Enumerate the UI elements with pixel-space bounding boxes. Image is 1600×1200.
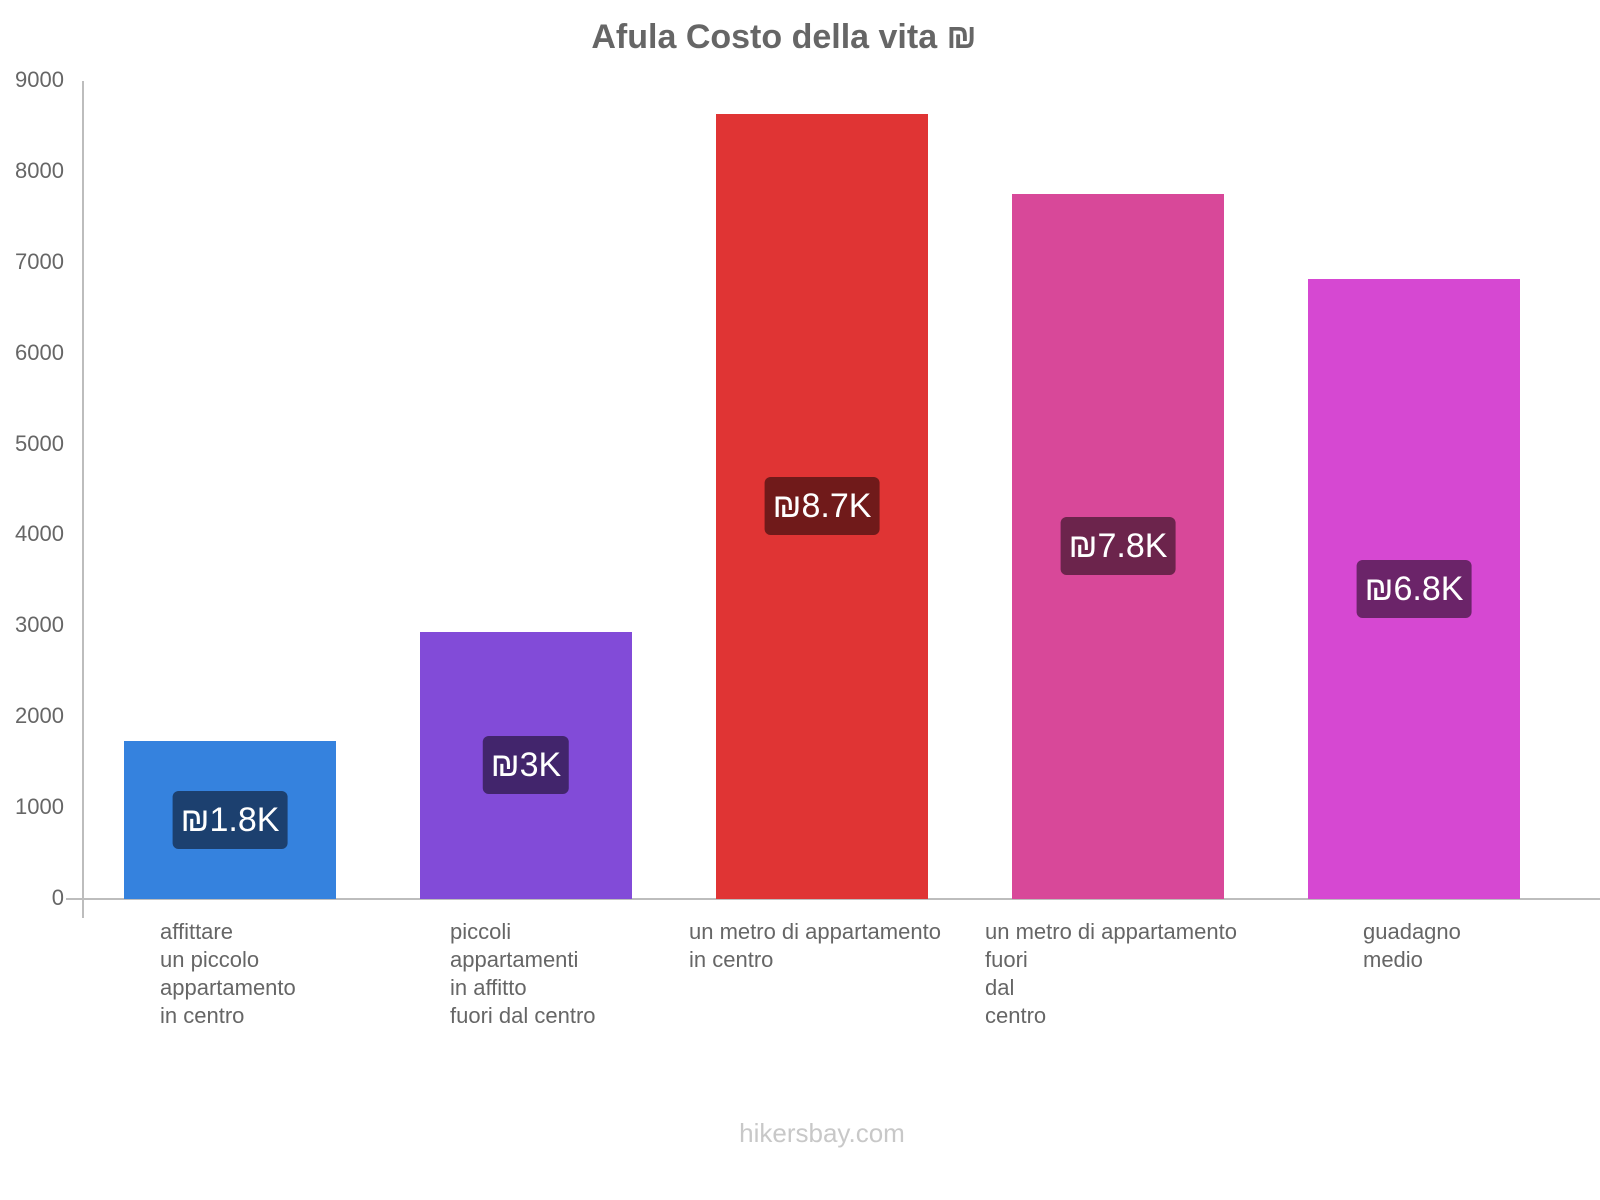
y-tick-label: 1000 — [15, 794, 64, 820]
y-tick-mark — [66, 898, 82, 900]
y-tick-label: 3000 — [15, 612, 64, 638]
y-tick-label: 6000 — [15, 339, 64, 365]
y-tick-label: 2000 — [15, 703, 64, 729]
chart-title: Afula Costo della vita ₪ — [591, 18, 977, 56]
x-tick-label: guadagno medio — [1363, 919, 1461, 972]
y-tick-label: 0 — [51, 885, 64, 910]
x-tick-label: affittare un piccolo appartamento in cen… — [160, 919, 296, 1028]
y-tick-label: 8000 — [15, 157, 64, 183]
x-tick-label: piccoli appartamenti in affitto fuori da… — [450, 919, 596, 1028]
y-tick-label: 7000 — [15, 248, 64, 274]
bar-value-label: ₪6.8K — [1356, 560, 1472, 619]
y-tick-label: 4000 — [15, 521, 64, 547]
bar-value-label: ₪8.7K — [764, 477, 880, 536]
y-tick-label: 5000 — [15, 430, 64, 456]
x-axis-line — [66, 898, 1600, 900]
x-tick-label: un metro di appartamento in centro — [689, 919, 941, 972]
bar-value-label: ₪1.8K — [172, 790, 288, 849]
y-tick-label: 9000 — [15, 67, 64, 92]
y-axis-line — [82, 81, 84, 918]
footer-watermark: hikersbay.com — [739, 1118, 905, 1148]
x-tick-label: un metro di appartamento fuori dal centr… — [985, 919, 1237, 1028]
bar-value-label: ₪7.8K — [1060, 517, 1176, 576]
bar-value-label: ₪3K — [482, 736, 570, 795]
